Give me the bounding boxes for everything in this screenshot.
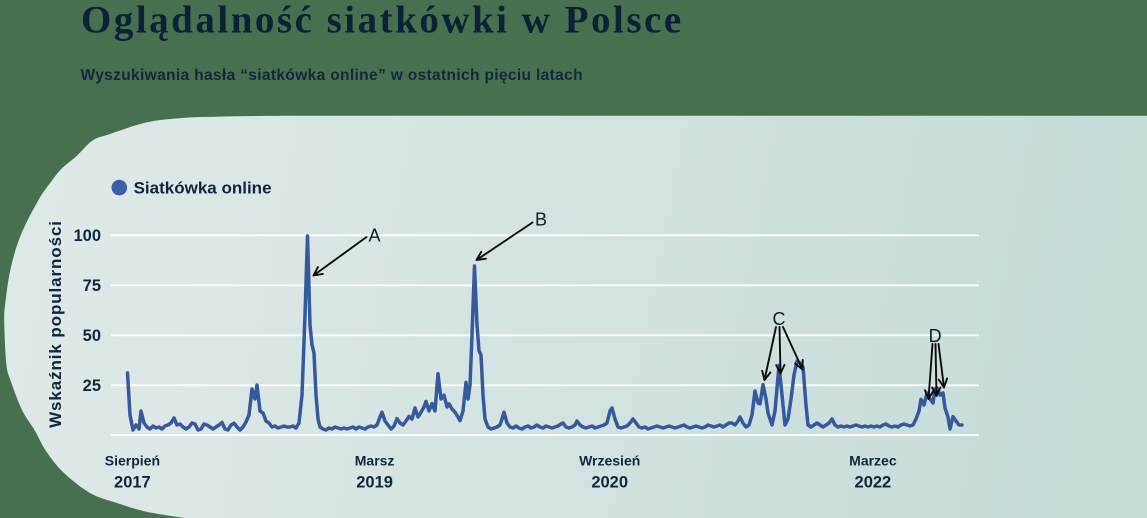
svg-text:75: 75: [83, 277, 101, 295]
svg-text:Wrzesień: Wrzesień: [579, 452, 640, 468]
svg-text:Wskaźnik popularności: Wskaźnik popularności: [46, 220, 65, 428]
svg-text:Oglądalność siatkówki w Polsce: Oglądalność siatkówki w Polsce: [81, 0, 684, 42]
svg-text:100: 100: [73, 227, 101, 245]
svg-text:2022: 2022: [855, 474, 892, 492]
svg-text:Marzec: Marzec: [849, 452, 897, 468]
svg-text:2019: 2019: [356, 474, 393, 492]
svg-text:25: 25: [83, 377, 101, 395]
svg-text:50: 50: [83, 327, 101, 345]
svg-text:Sierpień: Sierpień: [105, 452, 160, 468]
svg-text:Marsz: Marsz: [355, 452, 395, 468]
svg-text:2017: 2017: [114, 474, 151, 492]
svg-text:C: C: [773, 309, 786, 329]
svg-text:B: B: [535, 210, 547, 230]
svg-text:Siatkówka online: Siatkówka online: [134, 178, 272, 197]
svg-text:D: D: [929, 326, 942, 346]
svg-text:A: A: [368, 226, 380, 246]
svg-text:Wyszukiwania hasła “siatkówka: Wyszukiwania hasła “siatkówka online” w …: [81, 67, 583, 84]
svg-text:2020: 2020: [591, 474, 628, 492]
